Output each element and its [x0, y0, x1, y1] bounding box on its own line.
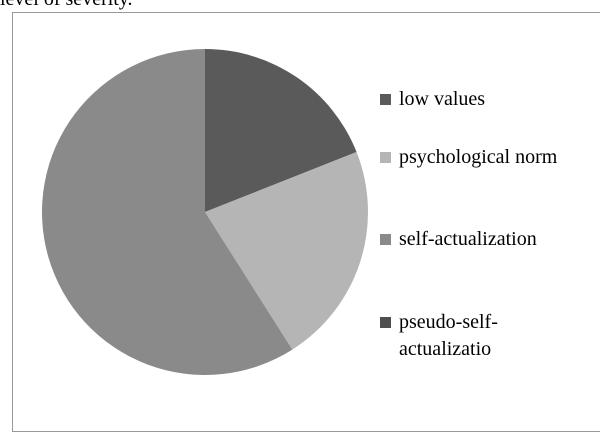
chart-title: level of severity. [0, 0, 133, 11]
legend-label: psychological norm [399, 146, 558, 168]
legend-swatch [380, 94, 391, 105]
legend-label: self-actualization [399, 228, 537, 250]
chart [41, 49, 368, 376]
legend-swatch [380, 234, 391, 245]
legend-swatch [380, 152, 391, 163]
pie-slice [41, 49, 293, 376]
legend-label: pseudo-self-actualizatio [399, 311, 498, 360]
legend-swatch [380, 317, 391, 328]
pie-slice [205, 151, 368, 350]
pie-slice [205, 49, 357, 212]
legend-label: low values [399, 88, 486, 110]
